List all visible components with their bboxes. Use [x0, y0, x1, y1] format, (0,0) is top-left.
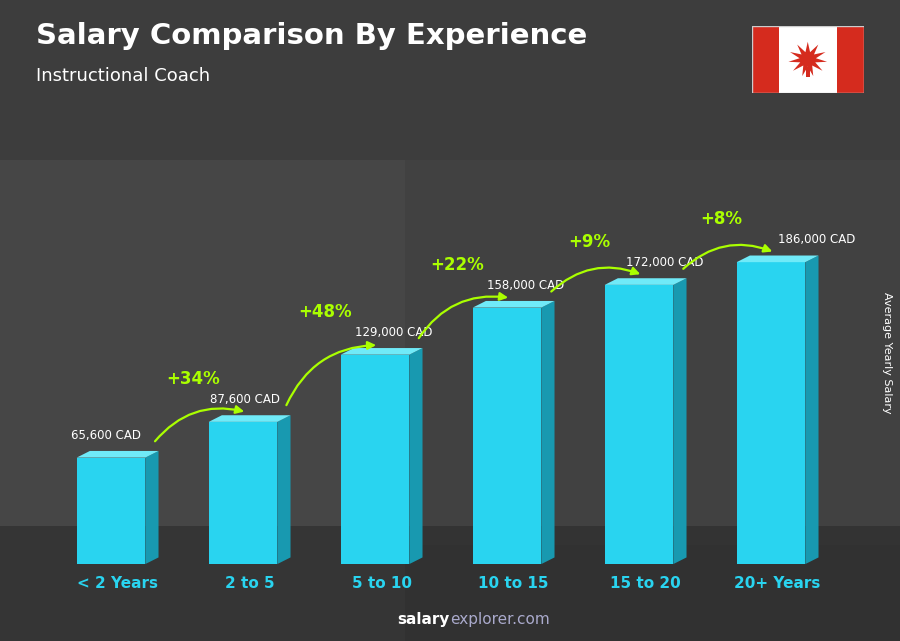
Polygon shape	[341, 354, 410, 564]
Text: 65,600 CAD: 65,600 CAD	[71, 429, 141, 442]
Polygon shape	[605, 285, 673, 564]
Text: 5 to 10: 5 to 10	[352, 576, 411, 591]
Polygon shape	[209, 415, 291, 422]
Text: 186,000 CAD: 186,000 CAD	[778, 233, 855, 246]
Text: Average Yearly Salary: Average Yearly Salary	[881, 292, 892, 413]
Text: +9%: +9%	[569, 233, 610, 251]
Bar	[837, 26, 864, 93]
Text: +22%: +22%	[430, 256, 484, 274]
Polygon shape	[145, 451, 158, 564]
Polygon shape	[472, 301, 554, 308]
Bar	[405, 160, 900, 545]
Text: 158,000 CAD: 158,000 CAD	[487, 279, 564, 292]
Polygon shape	[737, 262, 806, 564]
Text: 172,000 CAD: 172,000 CAD	[626, 256, 703, 269]
Text: salary: salary	[398, 612, 450, 627]
Text: < 2 Years: < 2 Years	[77, 576, 158, 591]
Bar	[0, 160, 405, 641]
Text: +8%: +8%	[700, 210, 742, 228]
Polygon shape	[806, 256, 818, 564]
Text: +48%: +48%	[299, 303, 352, 321]
Polygon shape	[341, 348, 422, 354]
Text: explorer.com: explorer.com	[450, 612, 550, 627]
Polygon shape	[76, 451, 158, 458]
Bar	[778, 26, 837, 93]
Text: 129,000 CAD: 129,000 CAD	[356, 326, 433, 339]
Text: Instructional Coach: Instructional Coach	[36, 67, 210, 85]
Polygon shape	[541, 301, 554, 564]
Bar	[752, 26, 778, 93]
Polygon shape	[410, 348, 422, 564]
Polygon shape	[209, 422, 277, 564]
Bar	[0, 526, 900, 641]
Text: 10 to 15: 10 to 15	[478, 576, 549, 591]
Text: Salary Comparison By Experience: Salary Comparison By Experience	[36, 22, 587, 51]
Text: 87,600 CAD: 87,600 CAD	[210, 393, 280, 406]
Polygon shape	[737, 256, 818, 262]
Polygon shape	[472, 308, 541, 564]
Text: 2 to 5: 2 to 5	[225, 576, 274, 591]
Polygon shape	[788, 42, 827, 76]
Text: 15 to 20: 15 to 20	[610, 576, 681, 591]
Polygon shape	[76, 458, 145, 564]
Bar	[806, 67, 810, 77]
Text: +34%: +34%	[166, 370, 220, 388]
Polygon shape	[277, 415, 291, 564]
Polygon shape	[673, 278, 687, 564]
Text: 20+ Years: 20+ Years	[734, 576, 821, 591]
Polygon shape	[605, 278, 687, 285]
